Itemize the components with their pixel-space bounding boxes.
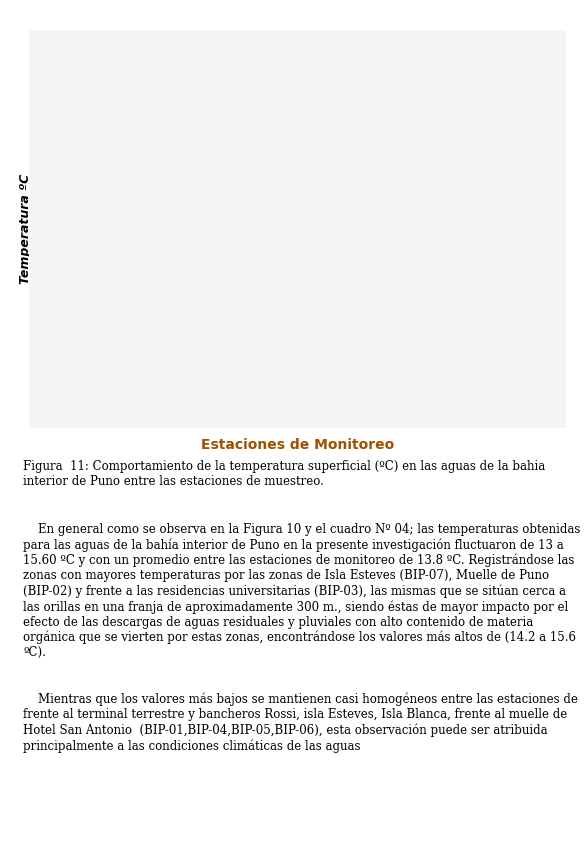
Bar — [296, 282, 335, 390]
Text: 13.6: 13.6 — [484, 404, 506, 414]
Bar — [429, 240, 468, 390]
Bar — [166, 394, 225, 424]
Bar — [76, 394, 166, 424]
Bar — [229, 205, 269, 390]
Text: 13.17: 13.17 — [180, 404, 211, 414]
Bar — [495, 97, 535, 390]
Text: 13.0: 13.0 — [423, 404, 447, 414]
Bar — [405, 394, 465, 424]
Text: 13.0: 13.0 — [364, 404, 387, 414]
FancyBboxPatch shape — [19, 22, 577, 436]
Bar — [465, 394, 525, 424]
Bar — [162, 197, 202, 390]
Text: Estaciones de Monitoreo: Estaciones de Monitoreo — [201, 438, 394, 452]
Text: Figura  11: Comportamiento de la temperatura superficial (ºC) en las aguas de la: Figura 11: Comportamiento de la temperat… — [23, 460, 545, 488]
Text: Mientras que los valores más bajos se mantienen casi homogéneos entre las estaci: Mientras que los valores más bajos se ma… — [23, 693, 578, 752]
Bar — [525, 394, 584, 424]
Bar — [96, 271, 135, 390]
Title: TEMPERATURA (ºC): TEMPERATURA (ºC) — [233, 45, 398, 59]
Bar — [286, 394, 345, 424]
Bar — [81, 402, 96, 416]
Y-axis label: Temperatura ºC: Temperatura ºC — [19, 174, 32, 284]
Bar — [225, 394, 286, 424]
Text: 14.2: 14.2 — [244, 404, 267, 414]
Text: 15.6: 15.6 — [543, 404, 566, 414]
Text: 14.08: 14.08 — [301, 404, 330, 414]
Bar — [345, 394, 405, 424]
Text: TEMPERATURA: TEMPERATURA — [101, 404, 172, 414]
Bar — [362, 282, 402, 390]
Text: En general como se observa en la Figura 10 y el cuadro Nº 04; las temperaturas o: En general como se observa en la Figura … — [23, 523, 580, 659]
